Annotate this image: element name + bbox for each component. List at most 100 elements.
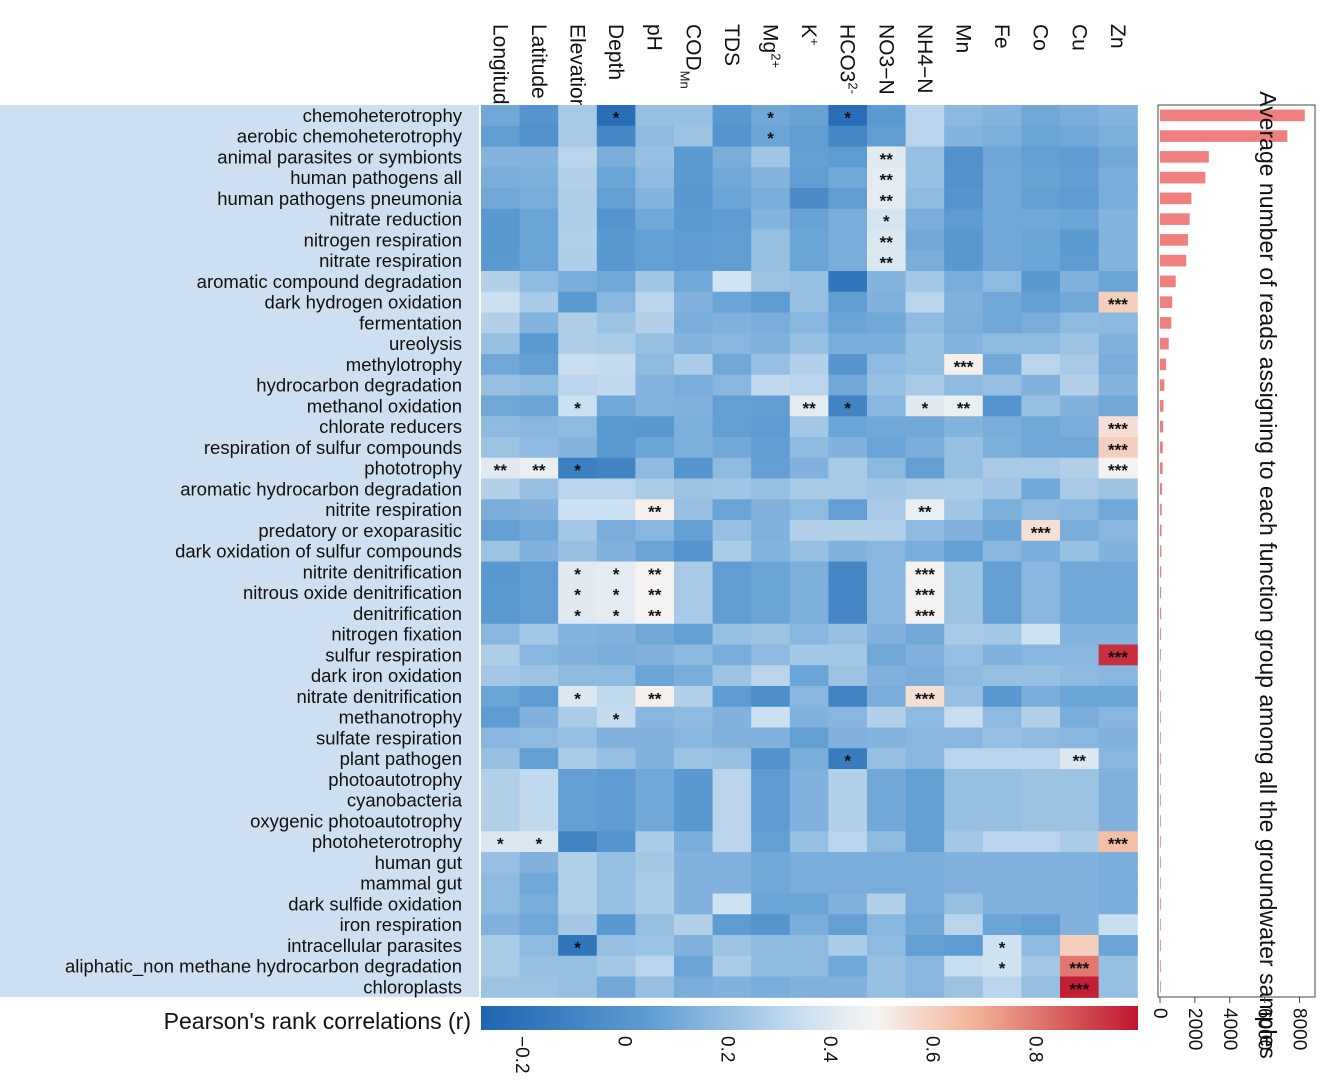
heatmap-cell: [905, 893, 945, 915]
heatmap-cell: [596, 623, 636, 646]
heatmap-cell: [867, 250, 907, 272]
heatmap-cell: [1098, 935, 1138, 957]
heatmap-cell: [596, 125, 636, 148]
heatmap-cell: [1060, 665, 1100, 687]
bar-tick-label: 6000: [1254, 1008, 1275, 1050]
heatmap-cell: [828, 167, 868, 189]
heatmap-cell: [944, 831, 984, 853]
colorbar-tick-label: 0: [614, 1036, 635, 1047]
heatmap-cell: [1021, 748, 1061, 770]
heatmap-cell: [905, 478, 945, 500]
heatmap-cell: [828, 789, 868, 812]
heatmap-cell: [751, 914, 791, 936]
row-label: sulfur respiration: [325, 644, 462, 665]
heatmap-cell: [481, 540, 521, 563]
bar: [1160, 690, 1161, 703]
heatmap-cell: [751, 105, 791, 127]
bar-tick-label: 2000: [1184, 1008, 1205, 1050]
heatmap-cell: [712, 229, 752, 251]
heatmap-cell: [751, 810, 791, 832]
heatmap-cell: [944, 852, 984, 874]
heatmap-cell: [481, 146, 521, 168]
heatmap-cell: [828, 374, 868, 397]
heatmap-cell: [674, 623, 714, 646]
column-label: NH4−N: [913, 24, 936, 93]
heatmap-cell: [1060, 976, 1100, 998]
heatmap-cell: [596, 395, 636, 417]
heatmap-cell: [982, 146, 1022, 168]
heatmap-cell: [712, 727, 752, 749]
heatmap-cell: [1021, 457, 1061, 480]
heatmap-cell: [1021, 665, 1061, 687]
heatmap-cell: [1021, 955, 1061, 978]
heatmap-cell: [1021, 188, 1061, 210]
heatmap-cell: [751, 706, 791, 729]
heatmap-cell: [1060, 437, 1100, 459]
heatmap-cell: [558, 499, 598, 521]
heatmap-cell: [596, 478, 636, 500]
heatmap-cell: [905, 789, 945, 812]
significance-mark: *: [574, 689, 581, 708]
heatmap-cell: [712, 789, 752, 812]
heatmap-cell: [481, 810, 521, 832]
colorbar: [481, 1006, 1138, 1030]
significance-mark: *: [536, 835, 543, 854]
heatmap-cell: [905, 769, 945, 791]
significance-mark: *: [883, 212, 890, 231]
bar: [1160, 400, 1164, 412]
heatmap-cell: [712, 582, 752, 604]
bar: [1160, 773, 1161, 786]
column-label-text: Mn: [952, 24, 975, 53]
heatmap-cell: [751, 250, 791, 272]
significance-mark: *: [613, 710, 620, 729]
heatmap-cell: [596, 748, 636, 770]
heatmap-cell: [867, 208, 907, 231]
heatmap-cell: [1060, 333, 1100, 355]
heatmap-cell: [1098, 229, 1138, 251]
heatmap-cell: [905, 416, 945, 438]
heatmap-cell: [635, 872, 675, 895]
heatmap-cell: [1098, 852, 1138, 874]
heatmap-cell: [558, 893, 598, 915]
heatmap-cell: [867, 167, 907, 189]
heatmap-cell: [1098, 769, 1138, 791]
heatmap-cell: [751, 935, 791, 957]
heatmap-cell: [867, 603, 907, 625]
heatmap-cell: [596, 457, 636, 480]
row-label: sulfate respiration: [316, 727, 462, 748]
heatmap-cell: [635, 416, 675, 438]
heatmap-cell: [789, 603, 829, 625]
heatmap-cell: [1021, 395, 1061, 417]
significance-mark: ***: [915, 586, 935, 605]
heatmap-cell: [828, 291, 868, 314]
heatmap-cell: [751, 623, 791, 646]
heatmap-cell: [1098, 623, 1138, 646]
row-label: mammal gut: [360, 873, 462, 894]
column-label-text: Zn: [1106, 24, 1129, 49]
bar: [1160, 981, 1161, 993]
heatmap-cell: [635, 167, 675, 189]
row-label: nitrite denitrification: [303, 561, 462, 582]
heatmap-cell: [481, 499, 521, 521]
significance-mark: ***: [1069, 959, 1089, 978]
column-label-text: Depth: [604, 24, 627, 80]
heatmap-cell: [751, 354, 791, 376]
heatmap-cell: [558, 105, 598, 127]
heatmap-cell: [944, 706, 984, 729]
heatmap-cell: [635, 395, 675, 417]
heatmap-cell: [558, 291, 598, 314]
heatmap-cell: [1021, 478, 1061, 500]
heatmap-cell: [867, 748, 907, 770]
heatmap-cell: [519, 146, 559, 168]
heatmap-cell: [596, 665, 636, 687]
row-label: chemoheterotrophy: [303, 105, 463, 126]
bar: [1160, 441, 1163, 454]
heatmap-cell: [596, 893, 636, 915]
heatmap-cell: [905, 935, 945, 957]
heatmap-cell: [1098, 727, 1138, 749]
heatmap-cell: [1021, 603, 1061, 625]
heatmap-cell: [712, 644, 752, 666]
heatmap-cell: [596, 810, 636, 832]
row-label: aromatic hydrocarbon degradation: [180, 478, 462, 499]
heatmap-cell: [1098, 125, 1138, 148]
